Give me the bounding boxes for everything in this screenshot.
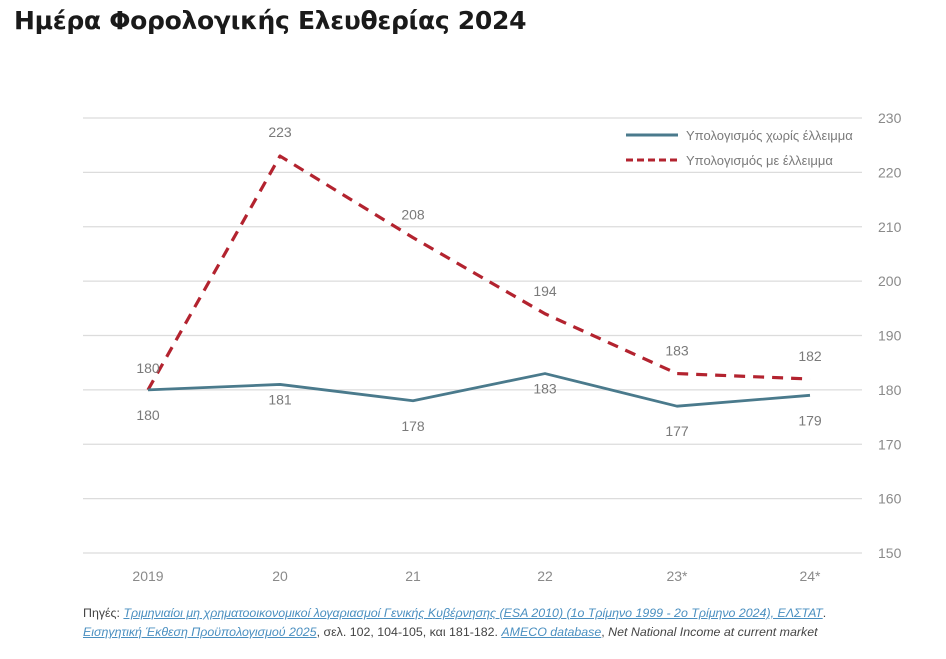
x-tick-label: 20 <box>272 568 288 584</box>
sources-text: , σελ. 102, 104-105, και 181-182. <box>316 625 502 639</box>
y-axis-ticks: 150 160 170 180 190 200 210 220 230 <box>878 110 902 561</box>
y-tick-label: 220 <box>878 164 902 180</box>
line-chart: 150 160 170 180 190 200 210 220 230 2019 20 21 22 23… <box>83 110 902 584</box>
x-tick-label: 22 <box>537 568 553 584</box>
sources-note: Πηγές: Τριμηνιαίοι μη χρηματοοικονομικοί… <box>83 604 943 642</box>
legend-label-no-deficit: Υπολογισμός χωρίς έλλειμμα <box>686 128 853 143</box>
data-label-no-deficit: 183 <box>533 381 557 397</box>
y-tick-label: 160 <box>878 491 902 507</box>
data-label-with-deficit: 183 <box>665 343 689 359</box>
y-tick-label: 170 <box>878 436 902 452</box>
series-line-with-deficit <box>146 154 811 391</box>
sources-prefix: Πηγές: <box>83 606 120 620</box>
y-tick-label: 150 <box>878 545 902 561</box>
data-label-with-deficit: 182 <box>798 348 822 364</box>
x-tick-label: 21 <box>405 568 421 584</box>
sources-tail: Net National Income at current market <box>608 625 818 639</box>
y-tick-label: 190 <box>878 328 902 344</box>
data-label-no-deficit: 180 <box>136 407 160 423</box>
gridlines <box>83 117 862 554</box>
source-link-ameco[interactable]: AMECO database <box>501 625 602 639</box>
data-label-with-deficit: 180 <box>136 360 160 376</box>
y-tick-label: 180 <box>878 382 902 398</box>
y-tick-label: 230 <box>878 110 902 126</box>
data-label-no-deficit: 178 <box>401 418 425 434</box>
sources-text: . <box>822 606 827 620</box>
data-labels: 180 181 178 183 177 179 180 223 208 194 183 182 <box>136 124 822 439</box>
y-tick-label: 210 <box>878 219 902 235</box>
x-tick-label: 2019 <box>132 568 163 584</box>
legend: Υπολογισμός χωρίς έλλειμμα Υπολογισμός με… <box>626 128 853 168</box>
source-link-elstat[interactable]: Τριμηνιαίοι μη χρηματοοικονομικοί λογαρι… <box>123 606 823 620</box>
data-label-no-deficit: 179 <box>798 412 822 428</box>
data-label-with-deficit: 208 <box>401 207 425 223</box>
sources-line-1: Πηγές: Τριμηνιαίοι μη χρηματοοικονομικοί… <box>83 604 943 623</box>
data-label-with-deficit: 194 <box>533 283 557 299</box>
series-line-no-deficit <box>147 372 811 408</box>
x-tick-label: 24* <box>799 568 821 584</box>
sources-line-2: Εισηγητική Έκθεση Προϋπολογισμού 2025, σ… <box>83 623 943 642</box>
source-link-budget-report[interactable]: Εισηγητική Έκθεση Προϋπολογισμού 2025 <box>83 625 317 639</box>
page-title: Ημέρα Φορολογικής Ελευθερίας 2024 <box>14 6 527 35</box>
x-axis-ticks: 2019 20 21 22 23* 24* <box>132 568 821 584</box>
legend-label-with-deficit: Υπολογισμός με έλλειμμα <box>686 153 833 168</box>
data-label-no-deficit: 181 <box>268 391 292 407</box>
data-label-no-deficit: 177 <box>665 423 689 439</box>
data-label-with-deficit: 223 <box>268 124 292 140</box>
series-lines <box>146 154 811 408</box>
y-tick-label: 200 <box>878 273 902 289</box>
sources-text: , <box>601 625 609 639</box>
x-tick-label: 23* <box>666 568 688 584</box>
